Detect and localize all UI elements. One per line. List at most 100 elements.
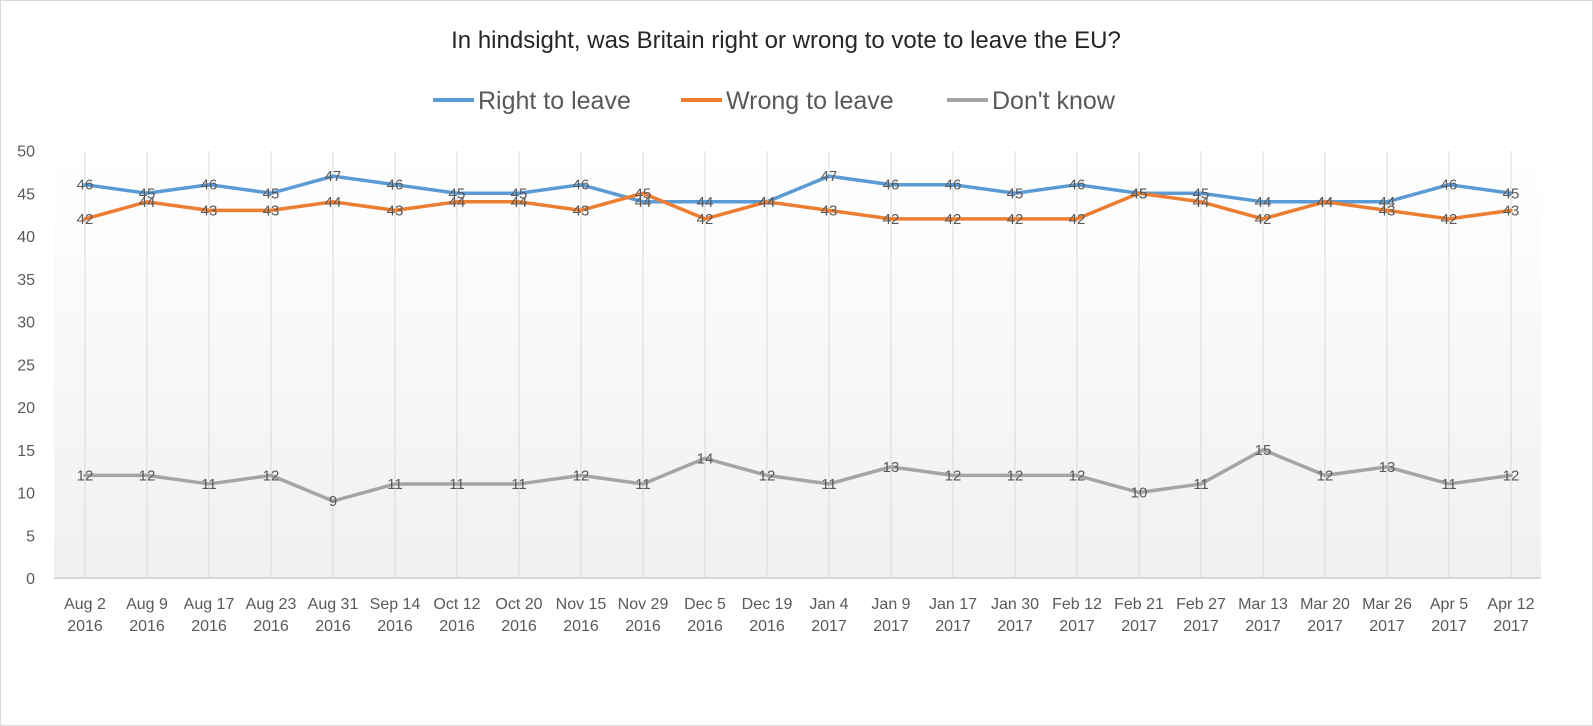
data-label: 42 (1069, 211, 1086, 228)
x-tick-label: Aug 31 2016 (308, 596, 359, 635)
data-label: 46 (1441, 177, 1458, 194)
data-label: 42 (1007, 211, 1024, 228)
data-label: 11 (511, 476, 527, 493)
x-tick-label: Jan 17 2017 (929, 596, 977, 635)
series-line-wrong-to-leave (83, 191, 1513, 221)
x-tick-label: Dec 19 2016 (742, 596, 793, 635)
chart-title: In hindsight, was Britain right or wrong… (451, 27, 1121, 54)
data-label: 11 (201, 476, 217, 493)
series-line-right-to-leave (83, 174, 1513, 204)
data-label: 42 (1441, 211, 1458, 228)
data-label: 45 (1007, 185, 1024, 202)
legend-label: Don't know (992, 87, 1116, 115)
y-tick-label: 10 (17, 486, 35, 503)
data-label: 45 (511, 185, 528, 202)
data-label: 44 (1193, 194, 1210, 211)
data-label: 45 (263, 185, 280, 202)
x-tick-label: Jan 9 2017 (871, 596, 910, 635)
data-label: 45 (1503, 185, 1520, 202)
data-label: 11 (449, 476, 465, 493)
x-tick-label: Aug 2 2016 (64, 596, 106, 635)
y-tick-label: 30 (17, 315, 35, 332)
data-label: 45 (635, 185, 652, 202)
data-label: 45 (139, 185, 156, 202)
y-tick-label: 35 (17, 272, 35, 289)
legend-label: Right to leave (478, 87, 631, 115)
data-label: 11 (1441, 476, 1457, 493)
data-label: 46 (573, 177, 590, 194)
data-label: 12 (1069, 467, 1086, 484)
x-tick-label: Feb 27 2017 (1176, 596, 1226, 635)
data-label: 42 (945, 211, 962, 228)
data-label: 12 (1317, 467, 1334, 484)
y-tick-label: 15 (17, 443, 35, 460)
x-tick-label: Aug 17 2016 (184, 596, 235, 635)
data-label: 12 (945, 467, 962, 484)
x-axis: Aug 2 2016 Aug 9 2016 Aug 17 2016 Aug 23 2016 Au… (54, 577, 1541, 635)
data-label: 44 (1255, 194, 1272, 211)
data-label: 45 (1193, 185, 1210, 202)
y-tick-label: 20 (17, 400, 35, 417)
legend-item: Wrong to leave (681, 87, 894, 115)
data-label: 44 (697, 194, 714, 211)
y-tick-label: 5 (26, 528, 35, 545)
data-label: 44 (635, 194, 652, 211)
data-label: 45 (449, 185, 466, 202)
data-label: 11 (1193, 476, 1209, 493)
data-label: 43 (1503, 202, 1520, 219)
data-label: 13 (1379, 459, 1396, 476)
data-label: 12 (1503, 467, 1520, 484)
data-label: 44 (449, 194, 466, 211)
data-label: 44 (325, 194, 342, 211)
x-tick-label: Aug 23 2016 (246, 596, 297, 635)
data-label: 15 (1255, 442, 1272, 459)
x-tick-label: Jan 4 2017 (809, 596, 848, 635)
data-label: 14 (697, 450, 714, 467)
y-tick-label: 45 (17, 186, 35, 203)
data-label: 45 (1131, 185, 1148, 202)
x-tick-label: Mar 26 2017 (1362, 596, 1412, 635)
data-label: 46 (201, 177, 218, 194)
data-label: 44 (759, 194, 776, 211)
data-label: 44 (1379, 194, 1396, 211)
data-label: 43 (263, 202, 280, 219)
data-label: 44 (759, 194, 776, 211)
x-tick-label: Apr 12 2017 (1487, 596, 1534, 635)
data-label: 43 (573, 202, 590, 219)
x-tick-label: Jan 30 2017 (991, 596, 1039, 635)
x-tick-label: Oct 12 2016 (433, 596, 480, 635)
data-label: 44 (139, 194, 156, 211)
data-label: 12 (573, 467, 590, 484)
data-label: 42 (1255, 211, 1272, 228)
data-label: 12 (139, 467, 156, 484)
data-label: 46 (945, 177, 962, 194)
data-label: 45 (1131, 185, 1148, 202)
data-label: 44 (1317, 194, 1334, 211)
x-tick-label: Aug 9 2016 (126, 596, 168, 635)
data-label: 42 (883, 211, 900, 228)
x-tick-label: Apr 5 2017 (1430, 596, 1468, 635)
x-tick-label: Dec 5 2016 (684, 596, 726, 635)
data-label: 43 (1379, 202, 1396, 219)
data-label: 46 (1069, 177, 1086, 194)
data-label: 46 (77, 177, 94, 194)
legend-item: Right to leave (433, 87, 631, 115)
data-label: 10 (1131, 485, 1148, 502)
data-label: 43 (201, 202, 218, 219)
data-label: 46 (883, 177, 900, 194)
gridlines (84, 151, 1512, 578)
data-label: 12 (1007, 467, 1024, 484)
data-label: 12 (759, 467, 776, 484)
x-tick-label: Mar 20 2017 (1300, 596, 1350, 635)
data-label: 43 (821, 202, 838, 219)
data-label: 46 (387, 177, 404, 194)
data-label: 42 (77, 211, 94, 228)
series-lines (83, 174, 1513, 503)
y-tick-label: 0 (26, 571, 35, 588)
plot-area (54, 151, 1541, 579)
data-label: 44 (1317, 194, 1334, 211)
data-label: 11 (635, 476, 651, 493)
